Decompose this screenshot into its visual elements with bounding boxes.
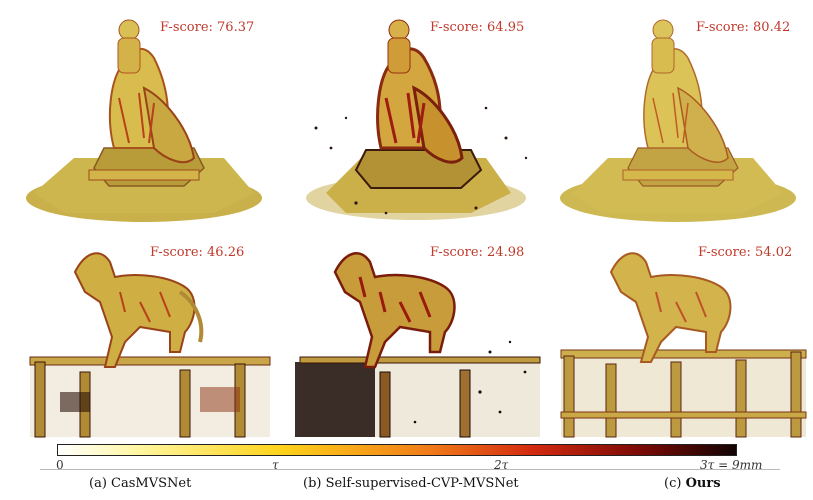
statue-pointcloud-image xyxy=(560,19,796,222)
fscore-label: F-score: 24.98 xyxy=(430,245,525,260)
colorbar-tick-2tau: 2τ xyxy=(494,458,509,472)
statue-pointcloud-image xyxy=(26,19,262,222)
panel-statue-cvp-mvsnet: F-score: 64.95 xyxy=(286,8,546,220)
panel-statue-ours: F-score: 80.42 xyxy=(548,8,808,222)
error-colorbar xyxy=(57,444,737,456)
colorbar-tick-0: 0 xyxy=(56,458,64,472)
statue-pointcloud-image xyxy=(306,19,528,220)
caption-b-prefix: (b) xyxy=(303,476,322,491)
colorbar-tick-tau: τ xyxy=(272,458,279,472)
horse-pointcloud-image xyxy=(29,252,271,438)
fscore-label: F-score: 46.26 xyxy=(150,245,245,260)
horse-pointcloud-image xyxy=(295,252,541,438)
caption-a: (a) CasMVSNet xyxy=(89,476,191,491)
fscore-label: F-score: 54.02 xyxy=(698,245,793,260)
panel-horse-cvp-mvsnet: F-score: 24.98 xyxy=(290,232,550,438)
caption-divider xyxy=(40,469,780,470)
fscore-label: F-score: 80.42 xyxy=(696,20,791,35)
caption-c-prefix: (c) xyxy=(664,476,682,491)
caption-b: (b) Self-supervised-CVP-MVSNet xyxy=(303,476,519,491)
panel-horse-ours: F-score: 54.02 xyxy=(556,232,813,438)
caption-a-label: CasMVSNet xyxy=(111,476,192,491)
caption-a-prefix: (a) xyxy=(89,476,107,491)
panel-statue-casmvsnet: F-score: 76.37 xyxy=(14,8,274,222)
panel-horse-casmvsnet: F-score: 46.26 xyxy=(20,232,280,438)
fscore-label: F-score: 64.95 xyxy=(430,20,525,35)
caption-c: (c) Ours xyxy=(664,476,721,491)
caption-b-label: Self-supervised-CVP-MVSNet xyxy=(325,476,519,491)
horse-pointcloud-image xyxy=(560,252,807,438)
caption-c-label: Ours xyxy=(685,476,721,491)
fscore-label: F-score: 76.37 xyxy=(160,20,255,35)
colorbar-tick-3tau: 3τ = 9mm xyxy=(700,458,763,472)
